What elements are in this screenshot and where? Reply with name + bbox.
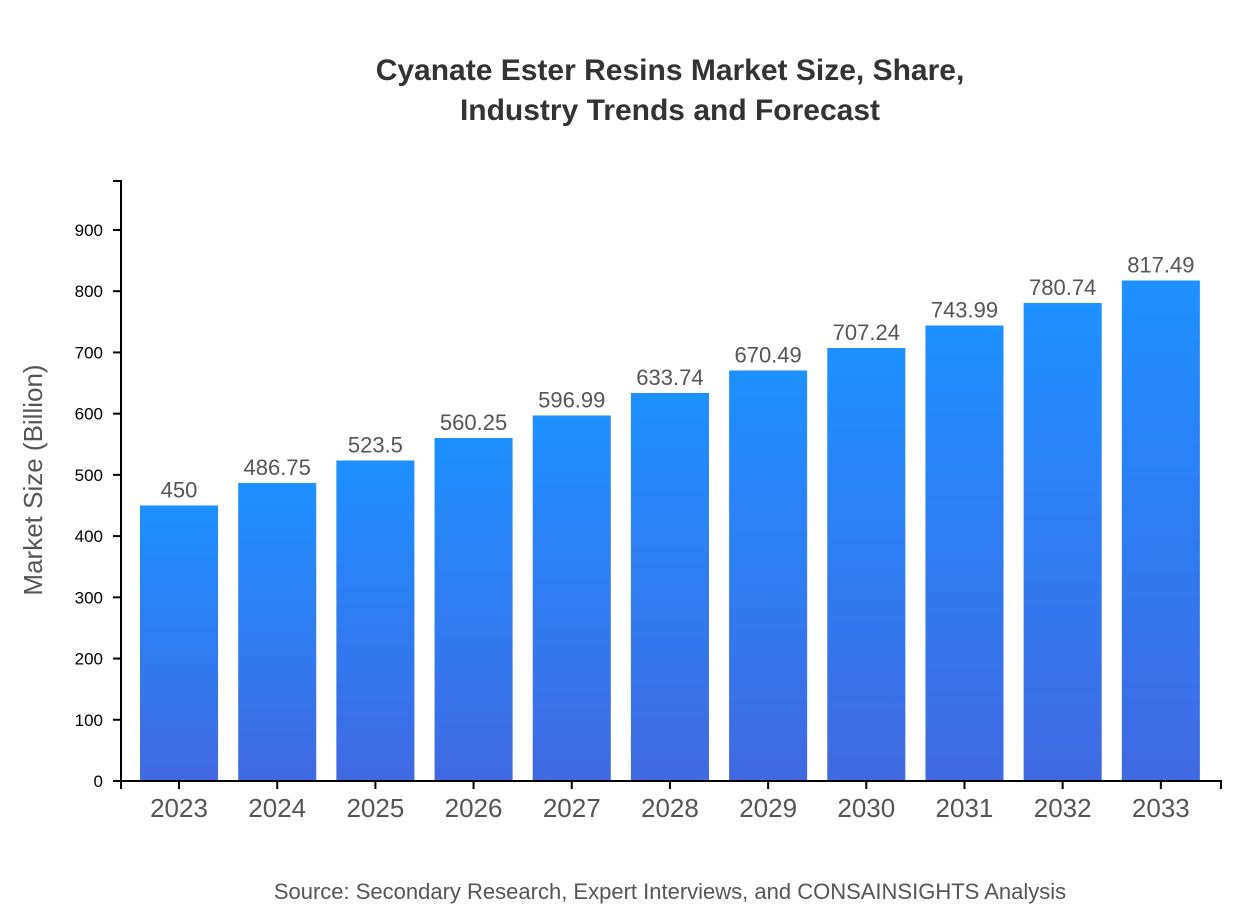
y-tick-label: 100 xyxy=(75,711,103,730)
data-label-2023: 450 xyxy=(161,477,198,502)
x-tick-label: 2025 xyxy=(346,793,404,823)
y-tick-label: 400 xyxy=(75,527,103,546)
y-tick-label: 800 xyxy=(75,282,103,301)
x-tick-label: 2032 xyxy=(1034,793,1092,823)
x-tick-label: 2031 xyxy=(936,793,994,823)
chart-title-line-1: Cyanate Ester Resins Market Size, Share, xyxy=(376,54,965,87)
y-tick-label: 500 xyxy=(75,466,103,485)
data-label-2032: 780.74 xyxy=(1029,275,1096,300)
y-tick-label: 200 xyxy=(75,650,103,669)
data-label-2029: 670.49 xyxy=(734,342,801,367)
bar-2029 xyxy=(729,370,808,781)
bar-2032 xyxy=(1023,302,1102,781)
x-tick-label: 2028 xyxy=(641,793,699,823)
y-axis xyxy=(113,180,122,782)
x-tick-label: 2023 xyxy=(150,793,208,823)
data-label-2025: 523.5 xyxy=(348,432,403,457)
x-tick-label: 2024 xyxy=(248,793,306,823)
data-label-2028: 633.74 xyxy=(636,365,703,390)
x-tick-label: 2027 xyxy=(543,793,601,823)
data-label-2024: 486.75 xyxy=(244,455,311,480)
data-label-2030: 707.24 xyxy=(833,320,900,345)
bar-2023 xyxy=(140,505,219,781)
source-note: Source: Secondary Research, Expert Inter… xyxy=(274,879,1066,904)
x-tick-label: 2029 xyxy=(739,793,797,823)
data-label-2033: 817.49 xyxy=(1127,252,1194,277)
x-axis xyxy=(120,780,1222,789)
bar-2026 xyxy=(434,437,513,781)
data-label-2026: 560.25 xyxy=(440,410,507,435)
data-label-2031: 743.99 xyxy=(931,297,998,322)
x-tick-label: 2030 xyxy=(837,793,895,823)
chart-title-line-2: Industry Trends and Forecast xyxy=(460,94,880,127)
x-tick-label: 2026 xyxy=(445,793,503,823)
y-tick-label: 300 xyxy=(75,588,103,607)
bar-2024 xyxy=(238,482,317,781)
y-axis-label: Market Size (Billion) xyxy=(18,364,48,595)
data-label-2027: 596.99 xyxy=(538,387,605,412)
bar-2030 xyxy=(827,347,906,781)
bar-2025 xyxy=(336,460,415,781)
bar-2033 xyxy=(1121,280,1200,781)
y-tick-label: 900 xyxy=(75,221,103,240)
bar-2027 xyxy=(532,415,611,781)
y-tick-label: 700 xyxy=(75,343,103,362)
y-tick-label: 600 xyxy=(75,405,103,424)
bar-2028 xyxy=(630,392,709,781)
x-tick-label: 2033 xyxy=(1132,793,1190,823)
y-tick-label: 0 xyxy=(94,772,103,791)
bar-2031 xyxy=(925,325,1004,781)
